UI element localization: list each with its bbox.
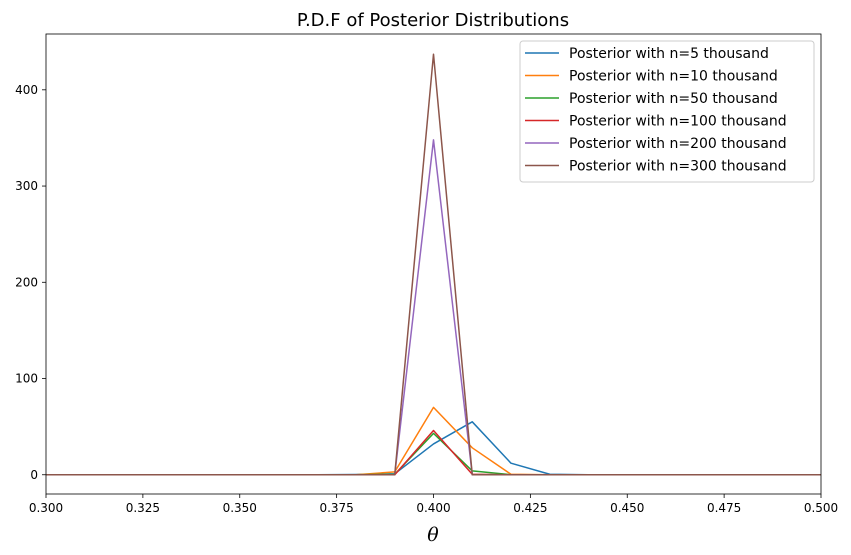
x-tick-label: 0.325 [126, 501, 160, 515]
legend-label-3: Posterior with n=50 thousand [569, 91, 778, 107]
x-tick-label: 0.475 [707, 501, 741, 515]
x-tick-label: 0.425 [513, 501, 547, 515]
series-line-3 [46, 432, 821, 476]
legend-label-4: Posterior with n=100 thousand [569, 114, 787, 130]
legend-box [519, 40, 815, 183]
plot-area [46, 53, 821, 476]
legend-label-1: Posterior with n=5 thousand [569, 46, 769, 62]
x-tick-label: 0.375 [319, 501, 353, 515]
y-tick-label: 0 [30, 468, 38, 482]
series-lines [46, 53, 821, 476]
legend-label-2: Posterior with n=10 thousand [569, 69, 778, 85]
y-tick-label: 300 [15, 179, 38, 193]
series-line-6 [46, 53, 821, 476]
series-line-4 [46, 429, 821, 476]
x-tick-label: 0.450 [610, 501, 644, 515]
legend-label-6: Posterior with n=300 thousand [569, 159, 787, 175]
x-tick-label: 0.350 [223, 501, 257, 515]
series-line-2 [46, 406, 821, 476]
legend: Posterior with n=5 thousand Posterior wit… [519, 40, 815, 183]
legend-label-5: Posterior with n=200 thousand [569, 136, 787, 152]
x-tick-label: 0.400 [416, 501, 450, 515]
y-tick-label: 400 [15, 83, 38, 97]
x-axis-label: θ [427, 524, 439, 546]
axes: 0.300 0.325 0.350 0.375 0.400 0.425 0.450 0.475… [15, 33, 838, 515]
chart-title: P.D.F of Posterior Distributions [297, 10, 569, 31]
y-tick-label: 100 [15, 372, 38, 386]
y-tick-label: 200 [15, 275, 38, 289]
series-line-5 [46, 139, 821, 476]
x-tick-label: 0.500 [804, 501, 838, 515]
x-tick-label: 0.300 [29, 501, 63, 515]
